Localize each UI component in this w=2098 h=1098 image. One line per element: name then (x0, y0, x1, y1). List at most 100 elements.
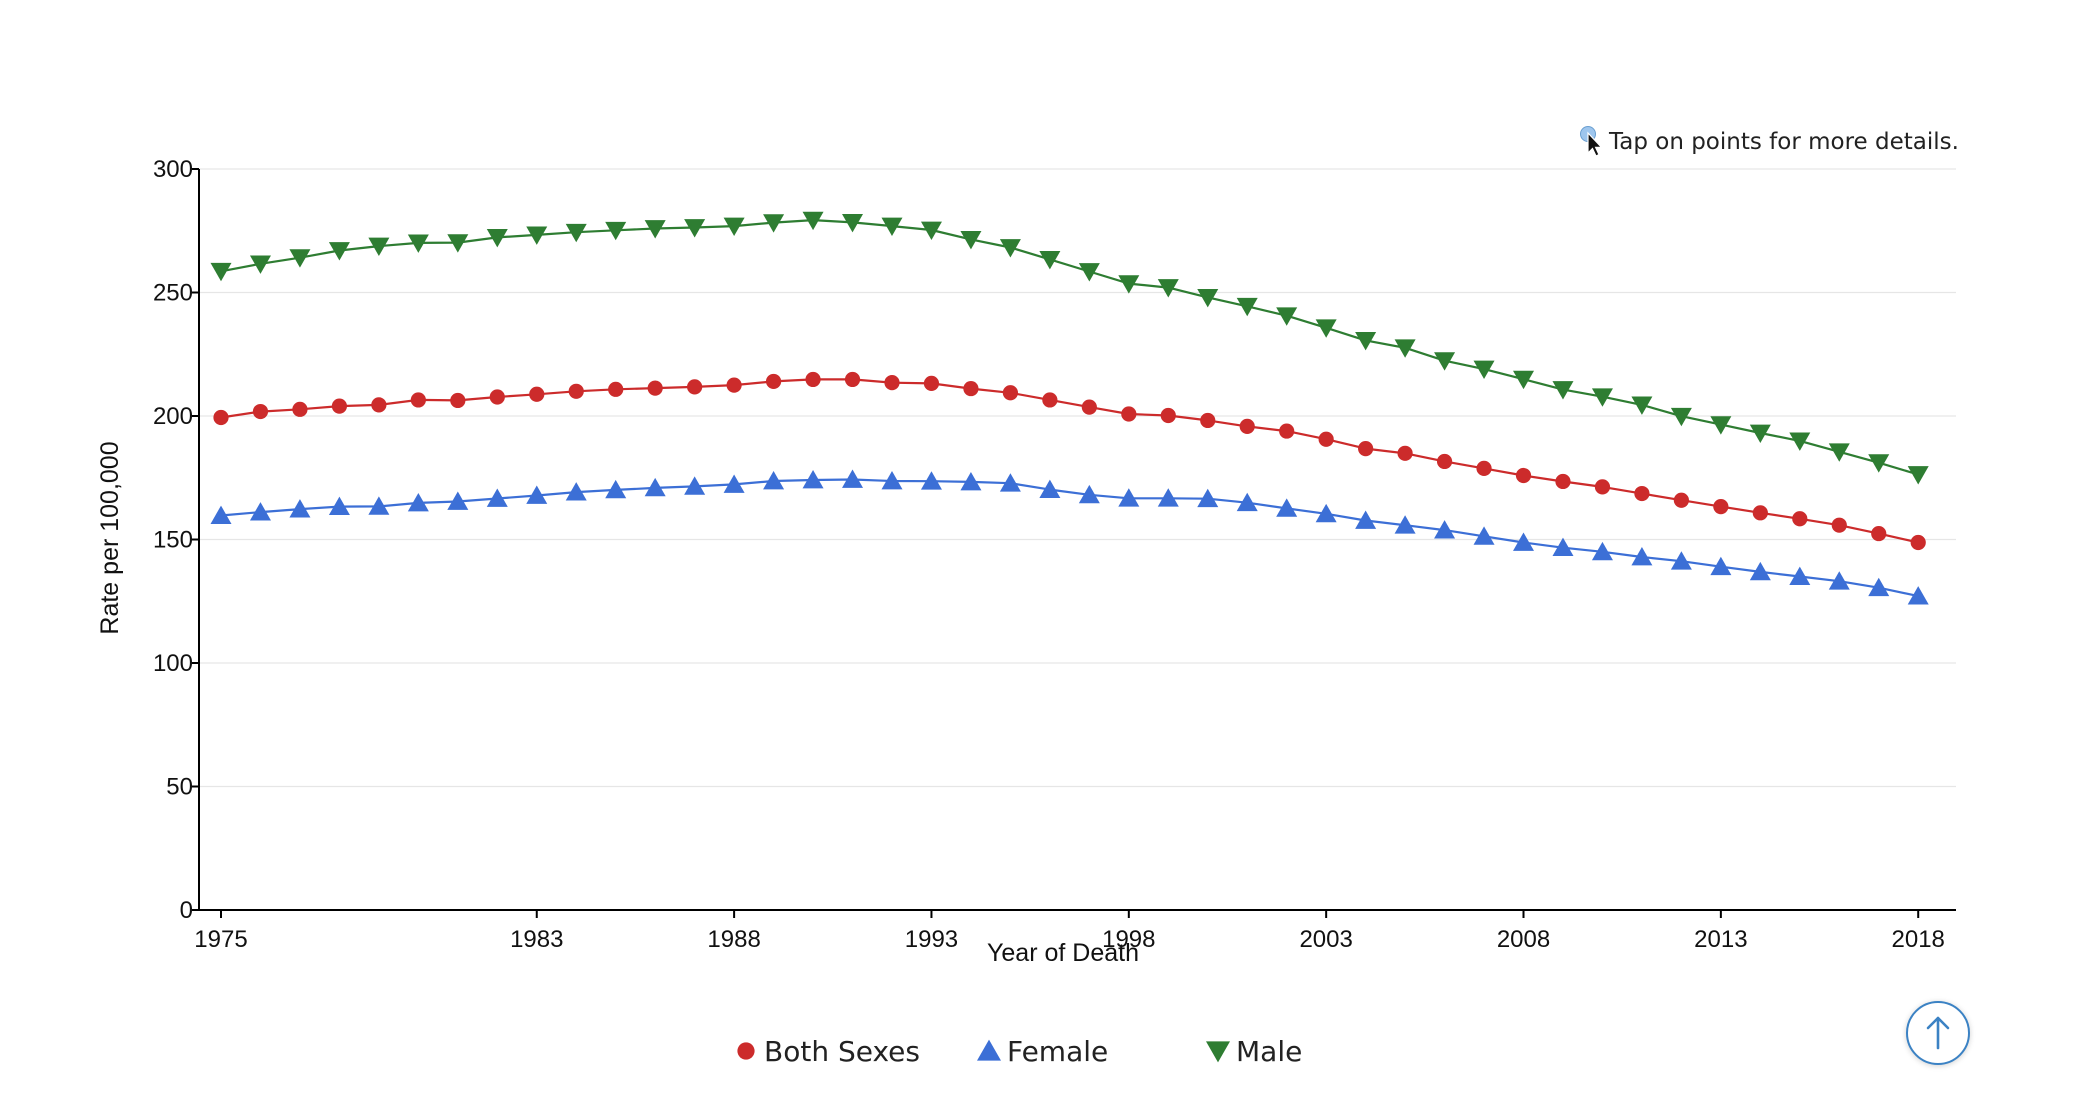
data-point-both-sexes[interactable] (1476, 460, 1492, 476)
data-point-male[interactable] (1236, 297, 1258, 317)
data-point-female[interactable] (447, 491, 469, 510)
data-point-male[interactable] (1434, 352, 1456, 371)
data-point-both-sexes[interactable] (371, 397, 387, 413)
data-point-female[interactable] (644, 477, 666, 497)
data-point-both-sexes[interactable] (1160, 407, 1176, 424)
data-point-both-sexes[interactable] (292, 401, 308, 417)
data-point-female[interactable] (486, 488, 508, 507)
data-point-female[interactable] (1276, 498, 1298, 517)
data-point-both-sexes[interactable] (1910, 534, 1926, 551)
data-point-male[interactable] (328, 242, 350, 261)
data-point-male[interactable] (1552, 381, 1574, 400)
data-point-both-sexes[interactable] (608, 381, 624, 397)
data-point-both-sexes[interactable] (726, 377, 742, 393)
data-point-female[interactable] (881, 470, 903, 490)
data-point-male[interactable] (1197, 289, 1219, 308)
data-point-female[interactable] (210, 505, 232, 524)
data-point-female[interactable] (526, 485, 548, 504)
data-point-both-sexes[interactable] (1279, 423, 1295, 439)
data-point-male[interactable] (210, 262, 232, 282)
data-point-male[interactable] (684, 219, 706, 238)
data-point-male[interactable] (1631, 396, 1653, 415)
data-point-both-sexes[interactable] (1515, 467, 1532, 484)
data-point-both-sexes[interactable] (1318, 431, 1334, 447)
data-point-both-sexes[interactable] (252, 403, 269, 420)
data-point-both-sexes[interactable] (1002, 385, 1019, 401)
data-point-female[interactable] (1907, 586, 1929, 605)
data-point-female[interactable] (1236, 492, 1258, 512)
data-point-female[interactable] (1355, 510, 1377, 529)
data-point-female[interactable] (1868, 577, 1890, 597)
data-point-male[interactable] (447, 234, 469, 253)
data-point-male[interactable] (1828, 443, 1850, 462)
data-point-both-sexes[interactable] (1673, 492, 1689, 508)
data-point-both-sexes[interactable] (1121, 406, 1137, 422)
data-point-male[interactable] (920, 221, 942, 240)
data-point-male[interactable] (565, 223, 587, 243)
data-point-male[interactable] (763, 214, 785, 233)
data-point-female[interactable] (1434, 520, 1456, 539)
data-point-female[interactable] (1118, 488, 1140, 507)
data-point-female[interactable] (1789, 566, 1811, 585)
data-point-female[interactable] (1197, 488, 1219, 508)
scroll-to-top-button[interactable] (1906, 1001, 1970, 1065)
data-point-both-sexes[interactable] (963, 380, 979, 397)
legend-item-male[interactable]: Male (1206, 1035, 1302, 1068)
data-point-both-sexes[interactable] (1871, 525, 1887, 542)
data-point-female[interactable] (565, 482, 587, 501)
data-point-both-sexes[interactable] (1752, 505, 1768, 521)
data-point-both-sexes[interactable] (1555, 473, 1571, 490)
data-point-male[interactable] (1710, 416, 1732, 435)
data-point-male[interactable] (1157, 279, 1179, 298)
data-point-male[interactable] (1789, 432, 1811, 451)
data-point-male[interactable] (407, 234, 429, 253)
data-point-male[interactable] (1276, 307, 1298, 326)
data-point-male[interactable] (1118, 275, 1140, 294)
data-point-male[interactable] (644, 220, 666, 239)
data-point-female[interactable] (1828, 571, 1850, 590)
data-point-female[interactable] (605, 479, 627, 499)
data-point-female[interactable] (1157, 488, 1179, 507)
data-point-male[interactable] (1513, 370, 1535, 390)
data-point-both-sexes[interactable] (1436, 453, 1453, 470)
data-point-both-sexes[interactable] (1713, 499, 1729, 515)
data-point-female[interactable] (1473, 526, 1495, 545)
legend-item-female[interactable]: Female (977, 1035, 1108, 1068)
data-point-female[interactable] (960, 471, 982, 491)
data-point-female[interactable] (407, 492, 429, 512)
data-point-female[interactable] (842, 469, 864, 488)
data-point-female[interactable] (1315, 503, 1337, 523)
data-point-female[interactable] (920, 471, 942, 490)
data-point-female[interactable] (289, 499, 311, 518)
data-point-male[interactable] (605, 221, 627, 241)
data-point-male[interactable] (881, 217, 903, 237)
data-point-male[interactable] (999, 239, 1021, 258)
data-point-male[interactable] (842, 213, 864, 233)
data-point-female[interactable] (1394, 515, 1416, 534)
data-point-male[interactable] (1078, 263, 1100, 282)
data-point-both-sexes[interactable] (844, 371, 861, 388)
data-point-both-sexes[interactable] (450, 392, 466, 409)
data-point-male[interactable] (526, 226, 548, 245)
data-point-male[interactable] (1473, 360, 1495, 380)
data-point-male[interactable] (1749, 424, 1771, 444)
data-point-both-sexes[interactable] (410, 392, 426, 408)
data-point-male[interactable] (1039, 251, 1061, 270)
data-point-both-sexes[interactable] (647, 380, 663, 396)
data-point-female[interactable] (1039, 479, 1061, 499)
data-point-female[interactable] (368, 496, 390, 515)
data-point-both-sexes[interactable] (1792, 511, 1808, 527)
data-point-female[interactable] (1591, 541, 1613, 561)
data-point-both-sexes[interactable] (529, 386, 545, 402)
data-point-male[interactable] (1315, 319, 1337, 338)
data-point-female[interactable] (1513, 532, 1535, 551)
data-point-male[interactable] (1355, 332, 1377, 351)
data-point-both-sexes[interactable] (884, 375, 900, 391)
data-point-both-sexes[interactable] (1081, 399, 1097, 415)
data-point-both-sexes[interactable] (1042, 392, 1058, 408)
data-point-female[interactable] (328, 496, 350, 516)
data-point-female[interactable] (249, 502, 271, 521)
data-point-both-sexes[interactable] (1200, 412, 1216, 429)
data-point-male[interactable] (802, 211, 824, 231)
data-point-female[interactable] (1710, 556, 1732, 576)
